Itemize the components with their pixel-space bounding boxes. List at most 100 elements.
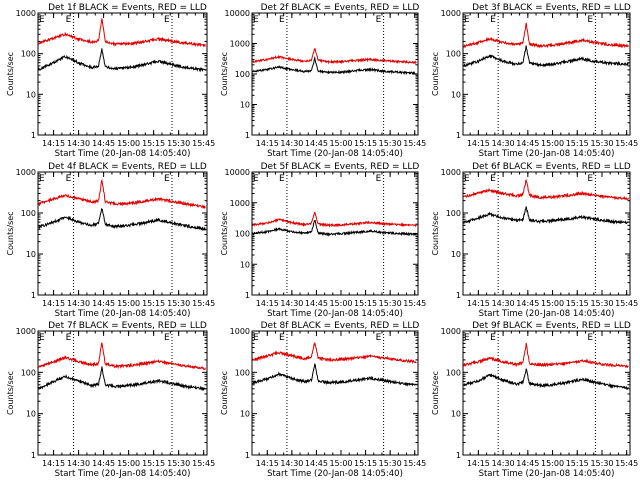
x-tick-label: 15:15 bbox=[142, 299, 165, 308]
x-tick-label: 14:45 bbox=[92, 459, 115, 468]
x-tick-label: 15:15 bbox=[354, 299, 377, 308]
x-axis-label: Start Time (20-Jan-08 14:05:40) bbox=[267, 309, 403, 319]
y-tick-label: 1 bbox=[31, 131, 36, 140]
axes-frame bbox=[462, 12, 631, 136]
x-tick-label: 14:45 bbox=[92, 299, 115, 308]
events-series-line bbox=[463, 368, 629, 390]
x-tick-label: 15:30 bbox=[379, 139, 402, 148]
annotation-letter: E bbox=[39, 333, 45, 343]
x-tick-label: 15:00 bbox=[541, 139, 564, 148]
panel-title: Det 5f BLACK = Events, RED = LLD bbox=[261, 162, 420, 172]
x-tick-label: 14:30 bbox=[492, 139, 515, 148]
lld-series-line bbox=[38, 342, 206, 371]
detector-panel: Det 6f BLACK = Events, RED = LLD 1 10 100 10… bbox=[431, 162, 638, 319]
y-axis-label: Counts/sec bbox=[220, 52, 229, 96]
panel-title: Det 4f BLACK = Events, RED = LLD bbox=[48, 162, 207, 172]
panel-title: Det 7f BLACK = Events, RED = LLD bbox=[48, 321, 207, 331]
y-tick-label: 1000 bbox=[230, 327, 250, 336]
lld-series-line bbox=[463, 342, 629, 369]
lld-series-line bbox=[252, 211, 417, 229]
panel-title: Det 3f BLACK = Events, RED = LLD bbox=[472, 3, 631, 13]
x-axis-label: Start Time (20-Jan-08 14:05:40) bbox=[55, 309, 191, 319]
annotation-letter: E bbox=[376, 333, 382, 343]
detector-panel: Det 4f BLACK = Events, RED = LLD 1 10 100 10… bbox=[6, 162, 215, 319]
y-tick-label: 100 bbox=[21, 209, 36, 218]
x-tick-label: 14:45 bbox=[516, 299, 539, 308]
x-tick-label: 14:45 bbox=[516, 139, 539, 148]
annotation-letter: E bbox=[39, 174, 45, 184]
lld-series-line bbox=[463, 179, 629, 201]
x-axis-label: Start Time (20-Jan-08 14:05:40) bbox=[267, 149, 403, 159]
x-tick-label: 14:15 bbox=[42, 139, 65, 148]
y-tick-label: 1000 bbox=[441, 9, 461, 18]
x-tick-label: 15:00 bbox=[329, 459, 352, 468]
axes-frame bbox=[251, 12, 419, 136]
x-tick-label: 15:30 bbox=[167, 139, 190, 148]
x-tick-label: 14:15 bbox=[467, 459, 490, 468]
y-tick-label: 10 bbox=[26, 250, 36, 259]
events-series-line bbox=[38, 207, 206, 231]
events-series-line bbox=[463, 206, 629, 225]
y-axis-label: Counts/sec bbox=[6, 371, 15, 415]
panel-title: Det 6f BLACK = Events, RED = LLD bbox=[472, 162, 631, 172]
annotation-letter: E bbox=[490, 174, 496, 184]
lld-series-line bbox=[252, 48, 417, 65]
x-tick-label: 15:00 bbox=[541, 299, 564, 308]
annotation-letter: E bbox=[66, 174, 72, 184]
y-tick-label: 1 bbox=[245, 131, 250, 140]
annotation-letter: E bbox=[279, 15, 285, 25]
x-axis-label: Start Time (20-Jan-08 14:05:40) bbox=[479, 309, 615, 319]
panel-title: Det 1f BLACK = Events, RED = LLD bbox=[48, 3, 207, 13]
annotation-letter: E bbox=[253, 15, 259, 25]
x-tick-label: 15:45 bbox=[615, 299, 638, 308]
y-tick-label: 10000 bbox=[225, 9, 250, 18]
detector-panel: Det 1f BLACK = Events, RED = LLD 1 10 100 10… bbox=[6, 3, 215, 159]
detector-panel: Det 8f BLACK = Events, RED = LLD 1 10 100 10… bbox=[220, 321, 426, 479]
y-tick-label: 1000 bbox=[441, 168, 461, 177]
annotation-letter: E bbox=[376, 174, 382, 184]
annotation-letter: E bbox=[376, 15, 382, 25]
annotation-letter: E bbox=[464, 333, 470, 343]
x-tick-label: 15:15 bbox=[566, 459, 589, 468]
y-tick-label: 1 bbox=[456, 291, 461, 300]
x-tick-label: 15:30 bbox=[590, 299, 613, 308]
y-tick-label: 1000 bbox=[16, 327, 36, 336]
y-tick-label: 100 bbox=[235, 70, 250, 79]
x-tick-label: 14:30 bbox=[67, 459, 90, 468]
x-tick-label: 15:00 bbox=[117, 139, 140, 148]
y-tick-label: 1 bbox=[31, 291, 36, 300]
annotation-letter: E bbox=[587, 333, 593, 343]
x-axis-label: Start Time (20-Jan-08 14:05:40) bbox=[55, 149, 191, 159]
x-tick-label: 15:15 bbox=[354, 459, 377, 468]
events-series-line bbox=[38, 366, 206, 392]
x-tick-label: 15:15 bbox=[142, 459, 165, 468]
y-tick-label: 100 bbox=[21, 368, 36, 377]
x-tick-label: 15:15 bbox=[566, 139, 589, 148]
y-axis-label: Counts/sec bbox=[220, 211, 229, 255]
x-tick-label: 15:15 bbox=[354, 139, 377, 148]
x-tick-label: 14:30 bbox=[67, 139, 90, 148]
annotation-letter: E bbox=[490, 15, 496, 25]
y-tick-label: 1000 bbox=[230, 199, 250, 208]
annotation-letter: E bbox=[464, 15, 470, 25]
annotation-letter: E bbox=[587, 174, 593, 184]
x-tick-label: 15:30 bbox=[167, 299, 190, 308]
x-tick-label: 14:30 bbox=[280, 459, 303, 468]
y-tick-label: 10 bbox=[451, 410, 461, 419]
detector-panel: Det 2f BLACK = Events, RED = LLD 1 10 100 10… bbox=[220, 3, 426, 159]
y-tick-label: 1 bbox=[245, 451, 250, 460]
y-tick-label: 10000 bbox=[225, 168, 250, 177]
detector-panel: Det 7f BLACK = Events, RED = LLD 1 10 100 10… bbox=[6, 321, 215, 479]
x-tick-label: 14:30 bbox=[492, 299, 515, 308]
y-tick-label: 1 bbox=[245, 291, 250, 300]
y-tick-label: 10 bbox=[26, 410, 36, 419]
events-series-line bbox=[463, 45, 629, 68]
y-tick-label: 1000 bbox=[441, 327, 461, 336]
y-axis-label: Counts/sec bbox=[220, 371, 229, 415]
y-axis-label: Counts/sec bbox=[431, 211, 440, 255]
x-axis-label: Start Time (20-Jan-08 14:05:40) bbox=[479, 149, 615, 159]
y-tick-label: 10 bbox=[240, 101, 250, 110]
axes-frame bbox=[37, 171, 208, 296]
annotation-letter: E bbox=[66, 333, 72, 343]
x-tick-label: 15:30 bbox=[379, 459, 402, 468]
